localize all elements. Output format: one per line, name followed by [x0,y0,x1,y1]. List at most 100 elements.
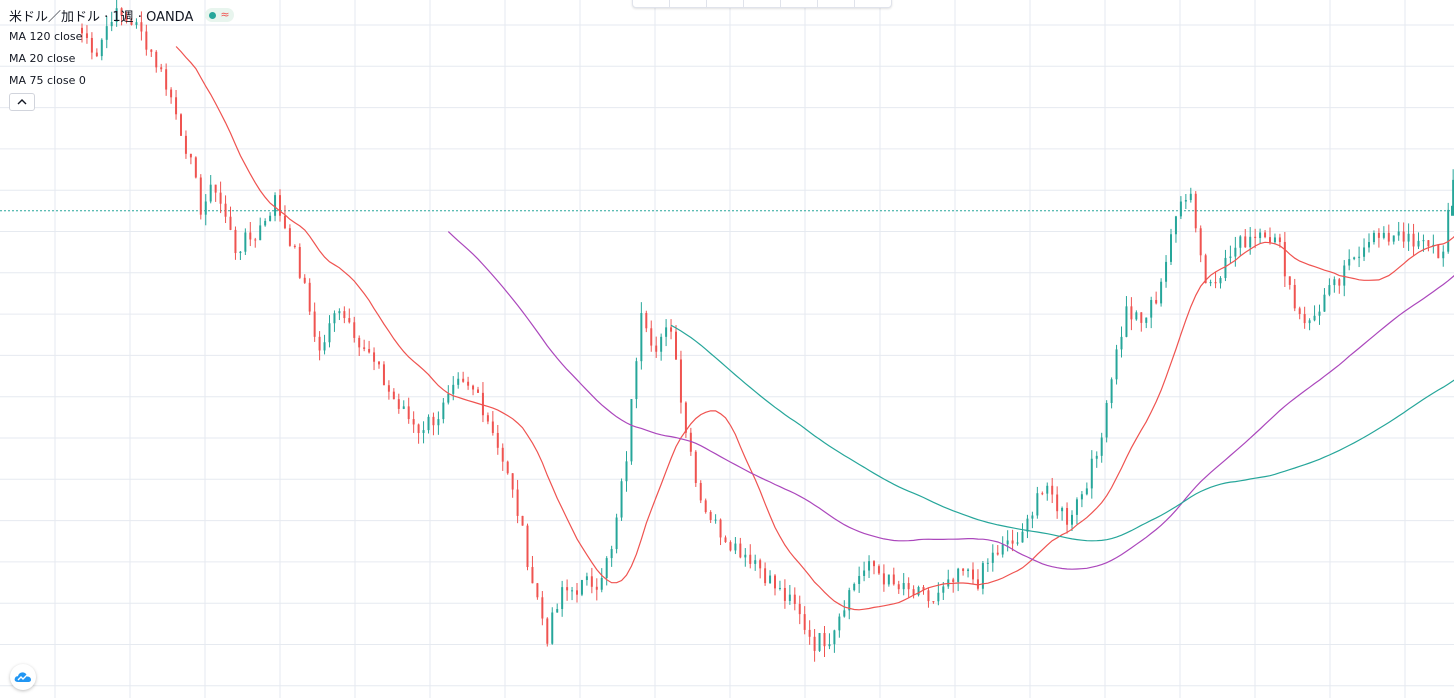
candle-body [135,22,138,25]
candle [442,398,445,424]
candle-body [180,114,182,136]
candle [981,561,984,595]
candle [942,582,945,600]
candle [323,334,326,355]
toolbar-cell[interactable] [855,0,891,7]
toolbar-cell[interactable] [781,0,818,7]
candle [1174,215,1177,243]
candle-body [818,633,821,651]
candle-body [1165,261,1168,282]
candle-body [655,345,658,352]
candle [516,479,519,524]
candle-body [675,331,677,360]
candle-body [1199,228,1202,256]
candle [590,567,593,594]
toolbar-cell[interactable] [670,0,707,7]
floating-toolbar[interactable] [632,0,892,8]
candle [1021,523,1024,543]
candle [1006,530,1009,552]
candle-body [595,586,598,590]
toolbar-cell[interactable] [707,0,744,7]
candle-series [81,0,1454,662]
indicator-ma75-label[interactable]: MA 75 close 0 [9,74,86,87]
candle [1209,279,1212,287]
candle [486,412,489,425]
candle [788,585,791,605]
candle [650,320,653,352]
candle [576,582,578,603]
candle-body [714,519,717,521]
candle [1234,236,1237,267]
symbol-title[interactable]: 米ドル／加ドル · 1週 · OANDA [9,9,194,25]
candle-body [234,229,237,254]
candle [1214,271,1217,289]
candle [858,566,861,593]
candle-body [407,406,410,420]
candle-body [115,8,118,22]
candle [902,573,905,596]
candle-body [526,525,529,568]
candle [1026,514,1029,539]
market-status-badge[interactable]: ≈ [205,8,234,22]
candle-body [373,352,376,362]
candle [259,217,262,241]
candle-body [645,313,648,329]
candle-body [1402,231,1405,242]
collapse-legend-button[interactable] [9,93,35,111]
candle [1150,296,1153,329]
candle-body [1363,247,1366,257]
candle [1343,260,1346,297]
indicator-ma20-label[interactable]: MA 20 close [9,52,76,65]
candle [313,302,316,342]
candle-body [318,336,321,351]
candle-body [392,391,395,400]
candle-body [437,419,440,426]
candle-body [531,567,534,584]
candle-body [1100,437,1103,456]
candle [660,333,663,361]
candle [140,11,143,41]
candle-body [442,402,445,420]
candle [1417,232,1420,250]
toolbar-cell[interactable] [633,0,670,7]
candle-body [873,561,875,567]
candle-body [1056,494,1059,512]
candle [204,194,207,226]
candle-body [942,586,945,593]
candle-body [165,69,168,90]
candle [877,564,880,575]
candle-body [1318,311,1321,316]
candle-body [259,225,262,241]
candle [536,582,539,600]
candle-body [175,97,178,115]
candle [130,18,133,26]
candle-body [110,21,113,27]
candle-body [1219,278,1222,284]
candle-body [541,597,544,619]
candle-body [462,378,465,382]
candle-body [1179,201,1182,217]
candle [843,600,846,618]
toolbar-cell[interactable] [818,0,855,7]
candle-body [1140,312,1143,323]
candle [972,562,974,585]
candle [467,376,470,390]
tradingview-logo-button[interactable] [10,664,36,690]
candle [580,579,583,597]
candle-body [1427,240,1430,247]
candle [1432,234,1435,254]
toolbar-cell[interactable] [744,0,781,7]
candle [774,574,776,596]
candle-body [338,311,341,314]
indicator-ma120-label[interactable]: MA 120 close [9,30,83,43]
candle [1303,306,1306,329]
candle [244,228,247,256]
candle-body [496,432,499,448]
candle-body [486,415,489,422]
candle [1283,231,1286,288]
candle-body [353,322,356,338]
candle [595,578,598,601]
candle-body [734,543,737,551]
